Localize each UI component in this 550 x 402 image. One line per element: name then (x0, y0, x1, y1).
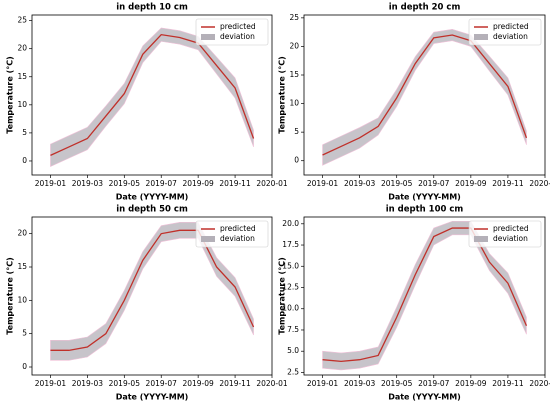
y-tick-label: 20 (289, 41, 299, 50)
y-tick-label: 15 (17, 262, 27, 271)
y-tick-label: 0 (22, 362, 27, 371)
x-tick-label: 2019-07 (418, 179, 450, 188)
y-tick-label: 5 (22, 128, 27, 137)
predicted-line (322, 34, 528, 156)
y-tick-label: 0 (294, 156, 299, 165)
legend-label: deviation (493, 234, 528, 243)
x-tick-label: 2019-11 (492, 179, 524, 188)
y-tick-label: 20 (17, 44, 27, 53)
x-axis-label: Date (YYYY-MM) (388, 193, 461, 202)
y-tick-label: 10.0 (282, 304, 299, 313)
legend-label: deviation (220, 234, 255, 243)
x-tick-label: 2020-01 (529, 179, 550, 188)
y-axis-label: Temperature (°C) (6, 257, 15, 335)
y-tick-label: 7.5 (287, 325, 299, 334)
x-tick-label: 2020-01 (529, 379, 550, 388)
x-tick-label: 2019-05 (381, 179, 413, 188)
subplot-title: in depth 50 cm (116, 205, 188, 215)
x-tick-label: 2019-07 (418, 379, 450, 388)
legend-swatch (474, 34, 488, 40)
x-tick-label: 2019-09 (455, 379, 487, 388)
y-tick-label: 5 (294, 127, 299, 136)
axes-frame (31, 216, 273, 376)
subplot-title: in depth 10 cm (116, 3, 188, 13)
legend-label: predicted (220, 224, 256, 233)
axes-frame (303, 216, 546, 376)
x-tick-label: 2019-07 (146, 179, 178, 188)
predicted-line (50, 229, 255, 351)
subplot-title: in depth 20 cm (389, 3, 461, 13)
y-tick-label: 25 (289, 13, 299, 22)
x-tick-label: 2019-11 (492, 379, 524, 388)
legend-label: predicted (220, 22, 256, 31)
x-axis-label: Date (YYYY-MM) (388, 393, 461, 402)
x-tick-label: 2019-11 (219, 179, 251, 188)
y-tick-label: 17.5 (282, 240, 299, 249)
x-tick-label: 2019-09 (182, 379, 214, 388)
x-tick-label: 2019-09 (455, 179, 487, 188)
x-tick-label: 2019-01 (35, 179, 67, 188)
y-tick-label: 20 (17, 229, 27, 238)
x-tick-label: 2019-03 (344, 179, 376, 188)
x-tick-label: 2019-05 (109, 379, 141, 388)
y-tick-label: 5.0 (287, 346, 299, 355)
deviation-band (50, 222, 254, 361)
y-axis-label: Temperature (°C) (278, 257, 287, 335)
y-tick-label: 25 (17, 16, 27, 25)
y-tick-label: 10 (289, 99, 299, 108)
y-tick-label: 15.0 (282, 261, 299, 270)
axes-frame (31, 14, 273, 176)
predicted-line (50, 33, 255, 156)
legend-label: deviation (220, 32, 255, 41)
y-tick-label: 20.0 (282, 219, 299, 228)
axes-frame (303, 14, 546, 176)
y-tick-label: 10 (17, 100, 27, 109)
legend-label: deviation (493, 32, 528, 41)
x-tick-label: 2019-11 (219, 379, 251, 388)
y-tick-label: 10 (17, 295, 27, 304)
deviation-band (50, 27, 254, 168)
legend-label: predicted (493, 224, 529, 233)
x-tick-label: 2019-03 (72, 179, 104, 188)
legend-label: predicted (493, 22, 529, 31)
y-axis-label: Temperature (°C) (6, 56, 15, 134)
x-tick-label: 2019-09 (182, 179, 214, 188)
x-tick-label: 2020-01 (256, 379, 288, 388)
x-axis-label: Date (YYYY-MM) (116, 393, 189, 402)
legend-swatch (474, 236, 488, 242)
x-tick-label: 2019-03 (72, 379, 104, 388)
y-tick-label: 15 (17, 72, 27, 81)
deviation-band (322, 220, 527, 371)
x-axis-label: Date (YYYY-MM) (116, 193, 189, 202)
subplot-title: in depth 100 cm (386, 205, 464, 215)
x-tick-label: 2020-01 (256, 179, 288, 188)
x-tick-label: 2019-03 (344, 379, 376, 388)
x-tick-label: 2019-05 (109, 179, 141, 188)
x-tick-label: 2019-05 (381, 379, 413, 388)
y-tick-label: 12.5 (282, 283, 299, 292)
y-axis-label: Temperature (°C) (278, 56, 287, 134)
x-tick-label: 2019-01 (307, 379, 339, 388)
x-tick-label: 2019-07 (146, 379, 178, 388)
legend-swatch (201, 34, 215, 40)
y-tick-label: 15 (289, 70, 299, 79)
x-tick-label: 2019-01 (35, 379, 67, 388)
x-tick-label: 2019-01 (307, 179, 339, 188)
predicted-line (322, 227, 528, 363)
y-tick-label: 2.5 (287, 367, 299, 376)
deviation-band (322, 28, 527, 166)
y-tick-label: 0 (22, 156, 27, 165)
legend-swatch (201, 236, 215, 242)
y-tick-label: 5 (22, 329, 27, 338)
